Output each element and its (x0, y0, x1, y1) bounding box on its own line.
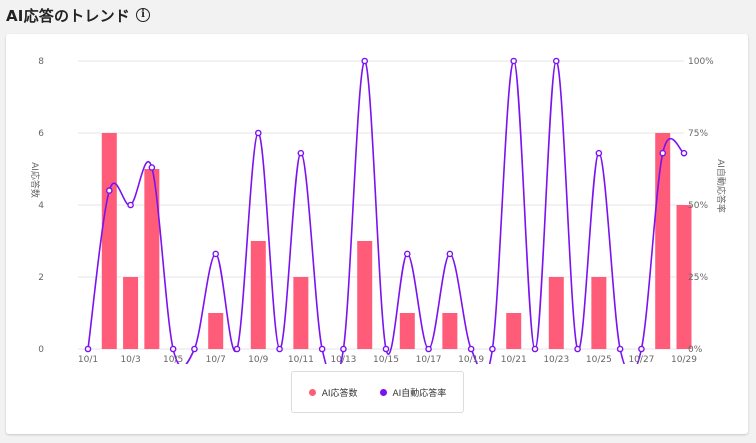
line-point (340, 345, 347, 353)
bar (357, 241, 373, 349)
chart-card: 0 2 4 6 8 0% 25% 50% 75% 100% 10/1 10/3 10/5 10/7 10/9… (6, 34, 748, 434)
x-tick-label: 10/15 (373, 355, 399, 364)
x-tick-label: 10/21 (501, 355, 527, 364)
line-point (191, 345, 198, 353)
y-axis-title-left: AI応答数 (29, 162, 41, 198)
line-series (84, 57, 688, 364)
y-tick-label-right: 50% (688, 201, 708, 211)
line-point (127, 201, 134, 209)
x-tick-label: 10/17 (416, 355, 442, 364)
y-tick-label-right: 100% (688, 57, 714, 67)
legend-label-rate: AI自動応答率 (392, 388, 447, 399)
line-point (489, 345, 496, 353)
line-point (233, 345, 241, 353)
y-tick-label-right: 25% (688, 273, 708, 283)
info-icon[interactable]: i (136, 8, 150, 22)
line-point (638, 345, 645, 353)
x-tick-label: 10/23 (543, 355, 569, 364)
x-tick-label: 10/9 (248, 355, 268, 364)
line-point (595, 149, 603, 157)
y-tick-label-right: 0% (688, 345, 703, 355)
page-title: AI応答のトレンド (6, 6, 130, 25)
bar (250, 241, 266, 349)
bar (208, 313, 224, 349)
bar (676, 205, 692, 349)
y-tick-label-left: 0 (38, 345, 44, 355)
legend-swatch-bar (308, 388, 316, 396)
x-tick-label: 10/1 (78, 355, 98, 364)
legend-label-responses: AI応答数 (321, 388, 358, 399)
y-tick-label-left: 8 (38, 57, 44, 67)
chart-header: AI応答のトレンド i (6, 3, 150, 27)
line-point (361, 57, 369, 65)
bar (101, 133, 117, 349)
line-point (425, 345, 432, 353)
x-tick-label: 10/13 (330, 355, 356, 364)
line-point (510, 57, 518, 65)
legend-swatch-line (379, 388, 387, 396)
line-point (276, 345, 283, 353)
x-tick-label: 10/7 (206, 355, 226, 364)
line-point (212, 250, 220, 258)
chart-legend: AI応答数 AI自動応答率 (291, 371, 464, 413)
bar (293, 277, 309, 349)
combo-chart: 0 2 4 6 8 0% 25% 50% 75% 100% 10/1 10/3 10/5 10/7 10/9… (29, 57, 727, 364)
line-point (446, 250, 454, 258)
bar (442, 313, 458, 349)
y-axis-title-right: AI自動応答率 (715, 159, 727, 213)
line-point (616, 345, 624, 353)
y-tick-label-left: 6 (38, 129, 44, 139)
bar (399, 313, 415, 349)
x-tick-label: 10/29 (671, 355, 697, 364)
bar (591, 277, 607, 349)
y-tick-label-left: 4 (38, 201, 44, 211)
line-point (382, 345, 390, 353)
bar (144, 169, 160, 349)
line-point (467, 345, 475, 353)
x-tick-label: 10/3 (120, 355, 140, 364)
bar-series (101, 133, 692, 349)
y-tick-label-right: 75% (688, 129, 708, 139)
x-tick-label: 10/19 (458, 355, 484, 364)
line-point (169, 345, 177, 353)
y-tick-label-left: 2 (38, 273, 44, 283)
axis-ticks: 0 2 4 6 8 0% 25% 50% 75% 100% 10/1 10/3 10/5 10/7 10/9… (38, 57, 714, 364)
bar (655, 133, 671, 349)
legend-item-rate[interactable]: AI自動応答率 (379, 386, 447, 399)
line-point (552, 57, 560, 65)
line-point (531, 345, 539, 353)
x-tick-label: 10/5 (163, 355, 183, 364)
line-point (148, 164, 156, 171)
legend-item-responses[interactable]: AI応答数 (308, 386, 358, 399)
line-point (254, 129, 262, 137)
line-point (105, 187, 113, 194)
line-point (659, 149, 667, 157)
x-tick-label: 10/25 (586, 355, 612, 364)
x-tick-label: 10/27 (628, 355, 654, 364)
line-point (318, 345, 326, 353)
grid-lines (78, 60, 684, 350)
line-point (84, 345, 92, 353)
x-tick-label: 10/11 (288, 355, 314, 364)
bar (548, 277, 564, 349)
bar (123, 277, 139, 349)
line-point (403, 250, 411, 258)
line-point (297, 149, 305, 157)
line-point (680, 149, 688, 157)
bar (506, 313, 522, 349)
line-point (574, 345, 581, 353)
